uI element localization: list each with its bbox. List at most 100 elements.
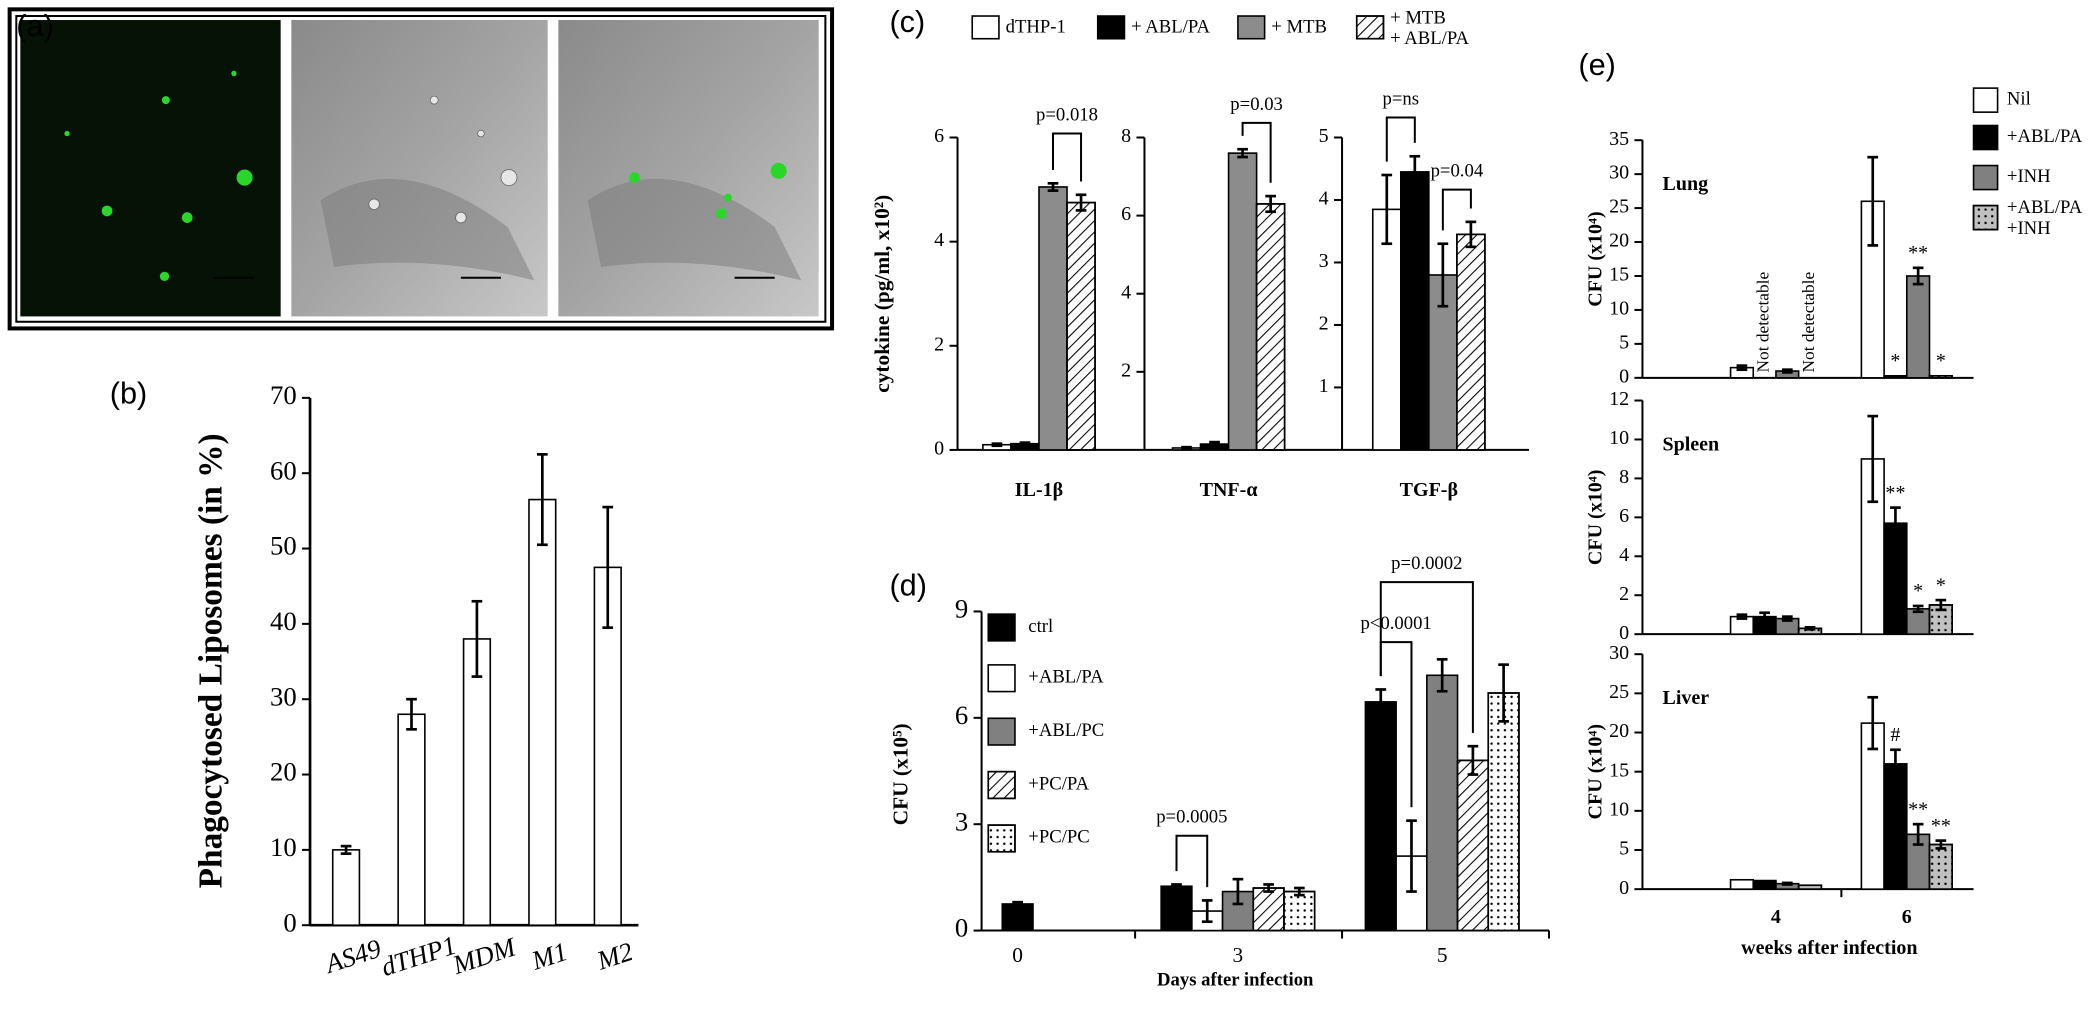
- x-tick-label: 0: [1012, 943, 1023, 967]
- legend-label: dTHP-1: [1006, 16, 1066, 37]
- bar: [1160, 885, 1193, 932]
- p-value: p<0.0001: [1360, 613, 1431, 634]
- y-tick-label: 30: [1609, 642, 1629, 664]
- x-axis-label: weeks after infection: [1741, 937, 1917, 959]
- bar: [528, 498, 557, 927]
- error-bar: [1293, 886, 1305, 897]
- bar-pattern: [1252, 887, 1285, 932]
- p-value: p=0.03: [1230, 94, 1283, 115]
- y-tick-label: 0: [1619, 622, 1629, 644]
- annotation: *: [1913, 580, 1923, 602]
- panel-label: (b): [110, 375, 148, 410]
- bar-pattern: [1456, 233, 1486, 451]
- subplot-title: Spleen: [1662, 434, 1719, 456]
- bar: [1883, 374, 1908, 379]
- error-bar: [340, 844, 352, 855]
- error-bar: [1498, 663, 1509, 723]
- error-bar: [536, 453, 548, 547]
- bar: [1371, 208, 1402, 451]
- legend-swatch: [987, 717, 1016, 746]
- legend-label: +ABL/PC: [1028, 720, 1104, 741]
- error-bar: [1804, 626, 1816, 631]
- p-value: p=0.0005: [1156, 807, 1227, 828]
- annotation: **: [1885, 482, 1905, 504]
- bracket: [1441, 188, 1472, 231]
- x-tick-label: dTHP1: [377, 930, 460, 982]
- subplot-title: Lung: [1662, 173, 1708, 195]
- legend-label: +INH: [2007, 166, 2051, 187]
- legend-swatch: [1237, 15, 1266, 40]
- bar-pattern: [1928, 843, 1953, 890]
- bar-pattern: [1487, 692, 1520, 932]
- y-tick-label: 5: [1619, 331, 1629, 353]
- y-tick-label: 3: [1319, 250, 1329, 272]
- error-bar: [1381, 173, 1393, 246]
- fluorescence-image: [20, 20, 281, 317]
- error-bar: [1171, 883, 1182, 890]
- error-bar: [991, 442, 1003, 448]
- annotation: **: [1908, 242, 1928, 264]
- x-tick-label: M2: [592, 936, 636, 976]
- panel-label: (a): [16, 8, 54, 43]
- error-bar: [1935, 598, 1947, 612]
- error-bar: [1736, 364, 1748, 372]
- y-tick-label: 6: [1619, 505, 1629, 527]
- y-tick-label: 70: [270, 380, 297, 410]
- error-bar: [1912, 822, 1924, 846]
- x-tick-label: MDM: [448, 931, 521, 980]
- bar: [1883, 763, 1908, 890]
- y-tick-label: 12: [1609, 388, 1629, 410]
- y-tick-label: 5: [1319, 125, 1329, 147]
- y-tick-label: 2: [1121, 359, 1131, 381]
- y-tick-label: 8: [1121, 125, 1131, 147]
- y-tick-label: 20: [1609, 230, 1629, 252]
- error-bar: [1890, 748, 1901, 780]
- y-tick-label: 2: [934, 333, 944, 355]
- y-tick-label: 0: [1619, 365, 1629, 387]
- error-bar: [1263, 883, 1274, 893]
- y-tick-label: 50: [270, 531, 297, 561]
- legend-swatch: [1972, 124, 1999, 151]
- legend-swatch-pattern: [987, 770, 1016, 800]
- bar-pattern: [1255, 203, 1286, 451]
- error-bar: [1019, 441, 1031, 447]
- bracket: [1175, 834, 1209, 888]
- y-tick-label: 4: [934, 229, 944, 251]
- y-tick-label: 2: [1619, 583, 1629, 605]
- y-tick-label: 6: [1121, 203, 1131, 225]
- legend-swatch: [1972, 164, 1999, 191]
- bar-pattern: [1928, 374, 1953, 379]
- error-bar: [1075, 193, 1087, 212]
- annotation: **: [1931, 815, 1951, 837]
- error-bar: [1465, 220, 1477, 249]
- legend-swatch: [971, 15, 1000, 40]
- p-value: p=ns: [1383, 88, 1420, 109]
- y-tick-label: 1: [1319, 375, 1329, 397]
- error-bar: [1867, 155, 1879, 247]
- bar: [1399, 171, 1430, 451]
- annotation: **: [1908, 798, 1928, 820]
- y-tick-label: 10: [1609, 427, 1629, 449]
- error-bar: [1181, 445, 1192, 451]
- y-tick-label: 10: [1609, 298, 1629, 320]
- y-tick-label: 5: [1619, 838, 1629, 860]
- y-tick-label: 4: [1619, 544, 1629, 566]
- y-axis-label: CFU (x10⁴): [1585, 211, 1607, 306]
- y-tick-label: 3: [955, 806, 968, 836]
- y-tick-label: 0: [934, 438, 944, 460]
- y-tick-label: 9: [955, 594, 968, 624]
- panel-label: (c): [889, 4, 925, 39]
- image-panel: (a): [7, 7, 835, 331]
- legend-label: + ABL/PA: [1131, 16, 1210, 37]
- error-bar: [1437, 242, 1449, 308]
- y-axis-label: CFU (x10⁴): [1585, 470, 1607, 565]
- error-bar: [1237, 147, 1248, 159]
- legend-swatch: [987, 613, 1016, 642]
- legend-swatch-pattern: [1972, 204, 1999, 231]
- y-tick-label: 20: [1609, 720, 1629, 742]
- error-bar: [1736, 613, 1748, 620]
- bar: [1426, 674, 1459, 932]
- y-tick-label: 0: [1619, 877, 1629, 899]
- p-value: p=0.018: [1036, 104, 1098, 125]
- bar-pattern: [1797, 884, 1823, 890]
